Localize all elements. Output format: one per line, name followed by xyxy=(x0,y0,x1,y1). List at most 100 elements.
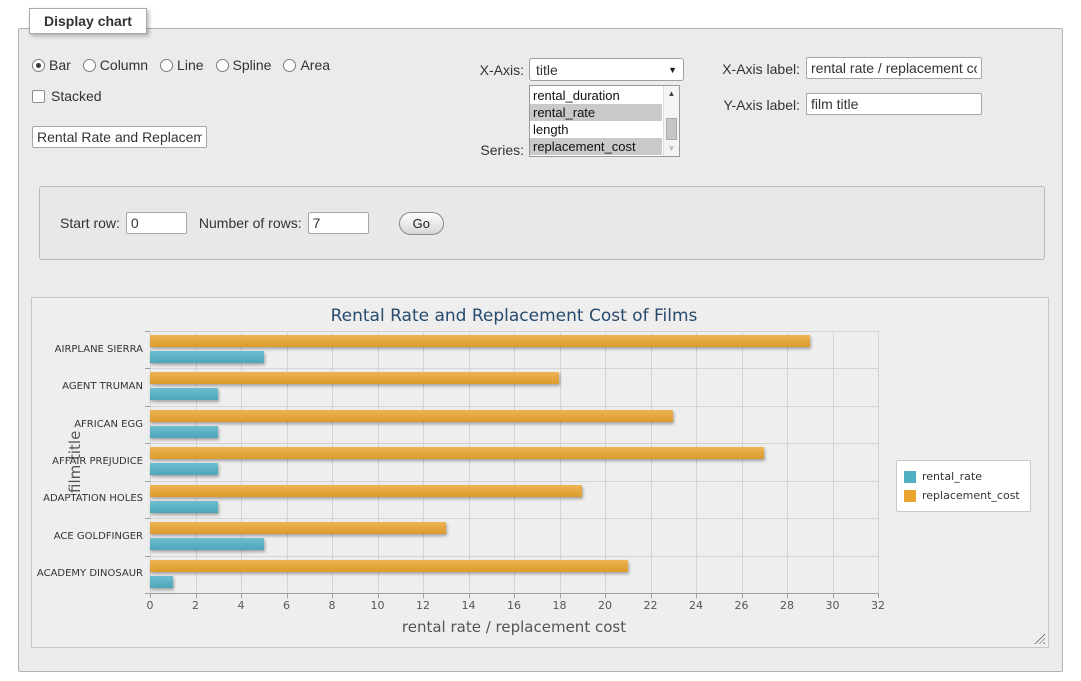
x-tick-label: 32 xyxy=(858,599,898,612)
gridline-h xyxy=(150,518,878,519)
chevron-down-icon: ▼ xyxy=(668,65,677,75)
gridline-h xyxy=(150,368,878,369)
bar-rental_rate xyxy=(150,501,218,513)
x-tick-label: 14 xyxy=(449,599,489,612)
x-tick-label: 16 xyxy=(494,599,534,612)
radio-label: Column xyxy=(100,57,148,73)
stacked-label: Stacked xyxy=(51,88,102,104)
series-option-rental_rate[interactable]: rental_rate xyxy=(530,104,662,121)
x-axis-title: rental rate / replacement cost xyxy=(150,618,878,636)
bar-replacement_cost xyxy=(150,447,764,459)
radio-label: Spline xyxy=(233,57,272,73)
legend-label: replacement_cost xyxy=(922,489,1020,502)
category-label: ACADEMY DINOSAUR xyxy=(32,568,143,580)
y-tickmark xyxy=(145,518,150,519)
x-axis-label-input[interactable] xyxy=(806,57,982,79)
resize-handle-icon[interactable] xyxy=(1034,633,1045,644)
bar-rental_rate xyxy=(150,426,218,438)
gridline-v xyxy=(378,331,379,593)
gridline-v xyxy=(560,331,561,593)
chart-title-input[interactable] xyxy=(32,126,207,148)
radio-label: Area xyxy=(300,57,330,73)
gridline-h xyxy=(150,443,878,444)
radio-icon[interactable] xyxy=(283,59,296,72)
radio-icon[interactable] xyxy=(216,59,229,72)
gridline-h xyxy=(150,406,878,407)
x-axis-select-label: X-Axis: xyxy=(419,62,524,78)
gridline-v xyxy=(651,331,652,593)
scroll-up-icon[interactable]: ▲ xyxy=(664,87,679,100)
series-option-length[interactable]: length xyxy=(530,121,662,138)
x-tickmark xyxy=(878,593,879,598)
gridline-v xyxy=(605,331,606,593)
stacked-checkbox-row[interactable]: Stacked xyxy=(32,88,102,104)
x-tick-label: 2 xyxy=(176,599,216,612)
plot-area xyxy=(150,331,878,593)
x-tick-label: 18 xyxy=(540,599,580,612)
stacked-checkbox[interactable] xyxy=(32,90,45,103)
chart-container: Rental Rate and Replacement Cost of Film… xyxy=(31,297,1049,648)
series-listbox[interactable]: rental_durationrental_ratelengthreplacem… xyxy=(529,85,680,157)
legend-item-rental_rate[interactable]: rental_rate xyxy=(904,467,1020,486)
x-tick-label: 24 xyxy=(676,599,716,612)
x-tick-label: 26 xyxy=(722,599,762,612)
radio-icon[interactable] xyxy=(83,59,96,72)
gridline-v xyxy=(696,331,697,593)
y-tickmark xyxy=(145,368,150,369)
gridline-v xyxy=(833,331,834,593)
listbox-scrollbar[interactable]: ▲ ▼ xyxy=(663,86,679,156)
x-tick-label: 28 xyxy=(767,599,807,612)
num-rows-input[interactable] xyxy=(308,212,369,234)
y-tickmark xyxy=(145,406,150,407)
radio-icon[interactable] xyxy=(32,59,45,72)
x-tick-label: 6 xyxy=(267,599,307,612)
x-tick-label: 8 xyxy=(312,599,352,612)
y-axis-label-caption: Y-Axis label: xyxy=(700,97,800,113)
radio-icon[interactable] xyxy=(160,59,173,72)
gridline-v xyxy=(514,331,515,593)
y-tickmark xyxy=(145,556,150,557)
series-option-rental_duration[interactable]: rental_duration xyxy=(530,87,662,104)
row-controls-panel: Start row: Number of rows: Go xyxy=(39,186,1045,260)
chart-type-option-area[interactable]: Area xyxy=(283,57,330,73)
bar-replacement_cost xyxy=(150,410,673,422)
gridline-v xyxy=(469,331,470,593)
gridline-v xyxy=(332,331,333,593)
chart-type-option-bar[interactable]: Bar xyxy=(32,57,71,73)
display-chart-fieldset: Display chart BarColumnLineSplineArea St… xyxy=(18,28,1063,672)
category-label: AFFAIR PREJUDICE xyxy=(32,456,143,468)
gridline-h xyxy=(150,556,878,557)
bar-rental_rate xyxy=(150,388,218,400)
chart-type-option-column[interactable]: Column xyxy=(83,57,148,73)
gridline-v xyxy=(150,331,151,593)
x-tick-label: 20 xyxy=(585,599,625,612)
chart-legend: rental_rate replacement_cost xyxy=(896,460,1031,512)
gridline-v xyxy=(241,331,242,593)
category-label: AFRICAN EGG xyxy=(32,419,143,431)
y-axis-label-input[interactable] xyxy=(806,93,982,115)
x-axis-select[interactable]: title ▼ xyxy=(529,58,684,81)
gridline-v xyxy=(196,331,197,593)
category-label: ADAPTATION HOLES xyxy=(32,493,143,505)
x-tick-label: 4 xyxy=(221,599,261,612)
series-list-label: Series: xyxy=(419,142,524,158)
scroll-down-icon[interactable]: ▼ xyxy=(664,142,679,155)
x-axis-select-value: title xyxy=(536,62,668,78)
gridline-h xyxy=(150,481,878,482)
start-row-input[interactable] xyxy=(126,212,187,234)
series-option-replacement_cost[interactable]: replacement_cost xyxy=(530,138,662,155)
x-tick-label: 0 xyxy=(130,599,170,612)
radio-label: Line xyxy=(177,57,203,73)
legend-item-replacement_cost[interactable]: replacement_cost xyxy=(904,486,1020,505)
legend-swatch xyxy=(904,490,916,502)
legend-swatch xyxy=(904,471,916,483)
gridline-v xyxy=(878,331,879,593)
bar-replacement_cost xyxy=(150,522,446,534)
scrollbar-thumb[interactable] xyxy=(666,118,677,140)
gridline-v xyxy=(287,331,288,593)
chart-type-option-spline[interactable]: Spline xyxy=(216,57,272,73)
go-button[interactable]: Go xyxy=(399,212,444,235)
chart-type-option-line[interactable]: Line xyxy=(160,57,203,73)
category-label: ACE GOLDFINGER xyxy=(32,531,143,543)
bar-rental_rate xyxy=(150,538,264,550)
